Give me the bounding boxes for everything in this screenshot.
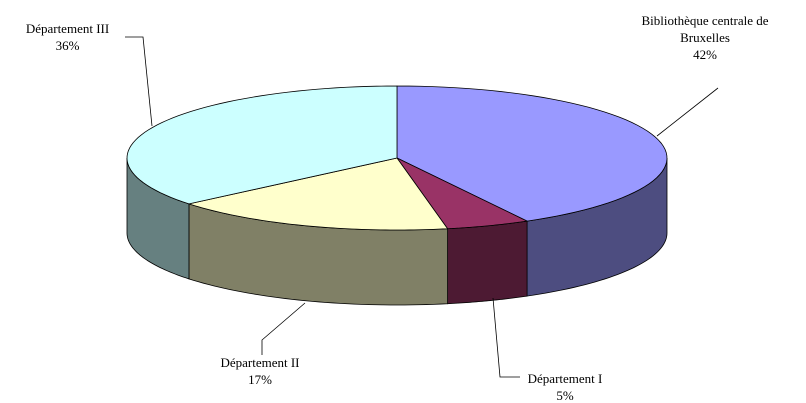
leader-line	[656, 87, 719, 137]
leader-line	[492, 297, 520, 378]
slice	[187, 157, 449, 231]
value-label: 5%	[556, 388, 574, 403]
value-label: 42%	[693, 47, 717, 62]
label: Département I 5%	[510, 370, 620, 403]
leader-line	[125, 36, 153, 127]
label: Département II 17%	[200, 354, 320, 388]
value-label: 17%	[248, 372, 272, 387]
slice-side	[447, 220, 528, 305]
slice	[396, 157, 529, 230]
slice	[396, 85, 668, 222]
category-label: Département I	[527, 371, 603, 386]
value-label: 36%	[55, 38, 80, 53]
slice	[126, 85, 398, 205]
category-label: Département III	[25, 21, 110, 36]
label: Département III 36%	[5, 20, 130, 54]
category-label: Bibliothèque centrale de Bruxelles	[641, 13, 769, 45]
leader-line	[261, 302, 306, 355]
label: Bibliothèque centrale de Bruxelles 42%	[622, 12, 788, 63]
category-label: Département II	[220, 355, 300, 370]
